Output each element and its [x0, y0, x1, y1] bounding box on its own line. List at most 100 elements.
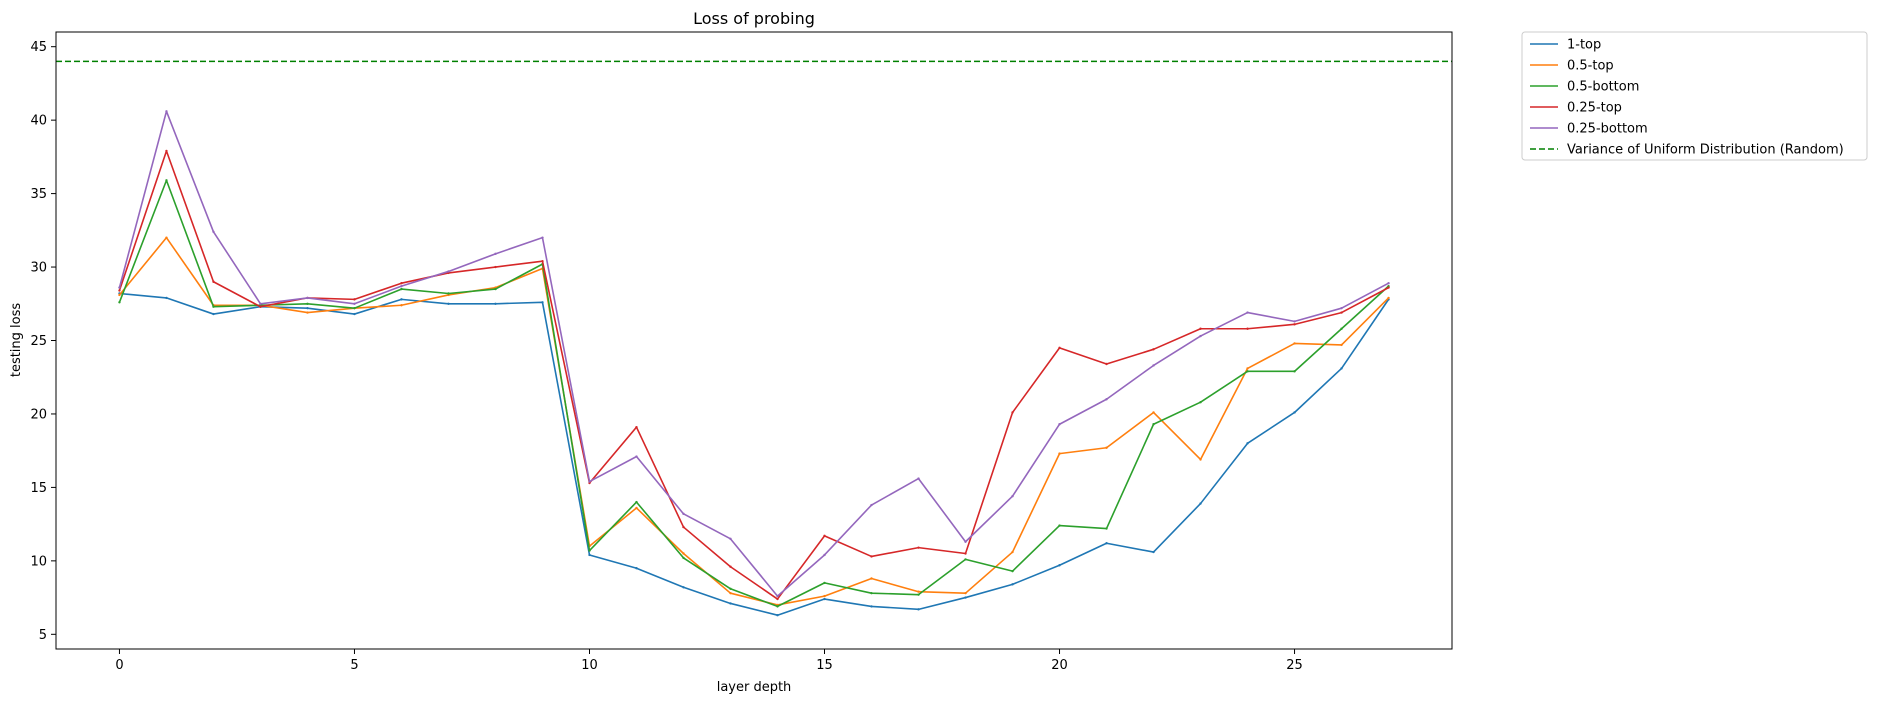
y-tick-label: 35 [30, 187, 47, 202]
series-layer [56, 60, 1452, 617]
data-point-0-5-bottom [588, 549, 591, 552]
legend-frame [1521, 31, 1868, 161]
data-point-1-top [1246, 442, 1249, 445]
data-point-0-5-bottom [1011, 569, 1014, 573]
legend-label-variance-of-uniform-distribution-random: Variance of Uniform Distribution (Random… [1567, 143, 1844, 158]
data-point-0-25-top [400, 282, 403, 285]
data-point-0-5-top [729, 591, 732, 595]
legend-label-0-25-bottom: 0.25-bottom [1567, 122, 1648, 137]
data-point-0-5-bottom [682, 556, 685, 560]
data-point-0-25-bottom [212, 230, 215, 233]
data-point-1-top [494, 302, 497, 305]
data-point-0-5-bottom [870, 591, 873, 595]
data-point-0-5-bottom [353, 306, 356, 310]
data-point-1-top [447, 302, 450, 305]
legend-label-1-top: 1-top [1567, 38, 1601, 53]
data-point-0-25-top [635, 425, 638, 429]
data-point-0-25-bottom [917, 477, 920, 480]
data-point-1-top [729, 602, 732, 605]
data-point-1-top [823, 597, 826, 601]
data-point-0-25-top [682, 525, 685, 529]
data-point-0-5-top [870, 577, 873, 580]
data-point-1-top [635, 567, 638, 570]
plot-frame [55, 31, 1453, 650]
y-tick-label: 45 [30, 40, 47, 55]
x-tick-label: 20 [1051, 658, 1068, 673]
data-point-0-5-top [1105, 446, 1108, 449]
data-point-0-5-bottom [1293, 370, 1296, 373]
data-point-0-5-top [1058, 452, 1061, 455]
data-point-0-5-bottom [165, 179, 168, 182]
data-point-0-5-top [1293, 342, 1296, 345]
data-point-1-top [588, 553, 591, 557]
data-point-0-5-top [306, 311, 309, 314]
data-point-1-top [165, 296, 168, 300]
data-point-1-top [682, 586, 685, 589]
data-point-1-top [1011, 583, 1014, 586]
data-point-0-5-top [118, 293, 121, 297]
data-point-1-top [1293, 411, 1296, 414]
data-point-0-25-top [259, 305, 262, 308]
data-point-0-25-bottom [729, 537, 732, 541]
y-tick-label: 10 [30, 554, 47, 569]
data-point-0-5-bottom [447, 292, 450, 295]
data-point-0-25-bottom [306, 296, 309, 300]
data-point-0-5-bottom [635, 500, 638, 504]
data-point-0-5-bottom [823, 581, 826, 585]
data-point-0-5-top [823, 594, 826, 598]
y-tick-label: 30 [30, 261, 47, 276]
x-tick-label: 25 [1286, 658, 1303, 673]
data-point-0-5-bottom [212, 305, 215, 308]
data-point-0-5-bottom [729, 587, 732, 590]
legend: 1-top 0.5-top 0.5-bottom 0.25-top 0.25-botto… [1521, 31, 1868, 161]
data-point-0-25-bottom [541, 236, 544, 239]
data-point-1-top [870, 605, 873, 608]
data-point-0-25-top [917, 546, 920, 549]
series-line-0-25-top [118, 150, 1389, 600]
data-point-0-5-bottom [1340, 327, 1343, 330]
data-point-1-top [776, 614, 779, 617]
y-tick-label: 5 [39, 628, 47, 643]
data-point-0-25-bottom [494, 252, 497, 256]
data-point-0-25-top [870, 555, 873, 558]
y-tick-label: 15 [30, 481, 47, 496]
plot-area [56, 32, 1452, 649]
data-point-0-25-top [1105, 362, 1108, 366]
data-point-0-25-bottom [400, 284, 403, 288]
data-point-0-5-top [400, 304, 403, 307]
data-point-0-5-bottom [306, 302, 309, 305]
data-point-0-25-top [353, 298, 356, 301]
data-point-0-5-bottom [917, 593, 920, 596]
legend-label-0-5-top: 0.5-top [1567, 59, 1614, 74]
data-point-0-25-top [823, 534, 826, 538]
data-point-0-5-bottom [494, 287, 497, 291]
data-point-0-25-bottom [447, 270, 450, 273]
data-point-0-25-bottom [588, 480, 591, 483]
data-point-1-top [400, 298, 403, 301]
data-point-0-25-top [165, 149, 168, 153]
data-point-0-5-top [964, 591, 967, 595]
data-point-0-25-top [1293, 323, 1296, 326]
data-point-0-25-bottom [1293, 320, 1296, 323]
chart-title: Loss of probing [693, 9, 815, 28]
data-point-0-5-bottom [400, 287, 403, 291]
x-tick-label: 15 [816, 658, 833, 673]
data-point-0-5-bottom [1246, 370, 1249, 373]
data-point-0-25-top [1058, 346, 1061, 350]
data-point-0-25-top [1152, 348, 1155, 351]
data-point-1-top [1340, 367, 1343, 370]
data-point-0-5-bottom [1199, 401, 1202, 404]
data-point-0-25-top [494, 265, 497, 269]
y-tick-label: 25 [30, 334, 47, 349]
data-point-0-25-bottom [1011, 495, 1014, 498]
data-point-0-25-top [1387, 286, 1390, 289]
data-point-0-25-top [118, 289, 121, 292]
data-point-0-5-top [1011, 550, 1014, 554]
data-point-0-25-top [1246, 327, 1249, 330]
y-axis-label: testing loss [9, 303, 24, 378]
data-point-0-25-bottom [1340, 306, 1343, 310]
data-point-0-5-top [1387, 296, 1390, 300]
data-point-0-25-top [212, 280, 215, 283]
data-point-0-25-bottom [1246, 311, 1249, 314]
